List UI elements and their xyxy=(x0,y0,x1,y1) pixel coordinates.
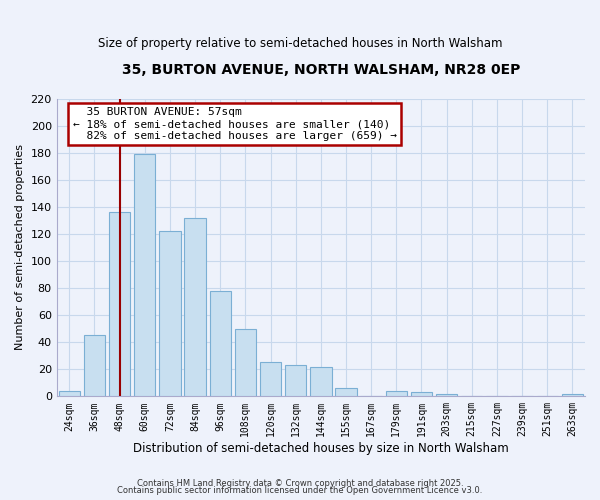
Bar xyxy=(260,362,281,396)
Bar xyxy=(134,154,155,396)
Text: Contains public sector information licensed under the Open Government Licence v3: Contains public sector information licen… xyxy=(118,486,482,495)
Bar xyxy=(59,391,80,396)
Text: Size of property relative to semi-detached houses in North Walsham: Size of property relative to semi-detach… xyxy=(98,38,502,51)
Bar xyxy=(310,366,332,396)
Bar xyxy=(184,218,206,396)
Bar xyxy=(436,394,457,396)
Bar xyxy=(84,336,105,396)
Bar xyxy=(335,388,356,396)
X-axis label: Distribution of semi-detached houses by size in North Walsham: Distribution of semi-detached houses by … xyxy=(133,442,509,455)
Bar xyxy=(109,212,130,396)
Bar xyxy=(386,391,407,396)
Bar xyxy=(235,328,256,396)
Title: 35, BURTON AVENUE, NORTH WALSHAM, NR28 0EP: 35, BURTON AVENUE, NORTH WALSHAM, NR28 0… xyxy=(122,62,520,76)
Bar xyxy=(562,394,583,396)
Text: Contains HM Land Registry data © Crown copyright and database right 2025.: Contains HM Land Registry data © Crown c… xyxy=(137,478,463,488)
Bar xyxy=(411,392,432,396)
Bar xyxy=(209,290,231,397)
Bar xyxy=(159,231,181,396)
Bar xyxy=(285,365,307,396)
Text: 35 BURTON AVENUE: 57sqm
← 18% of semi-detached houses are smaller (140)
  82% of: 35 BURTON AVENUE: 57sqm ← 18% of semi-de… xyxy=(73,108,397,140)
Y-axis label: Number of semi-detached properties: Number of semi-detached properties xyxy=(15,144,25,350)
